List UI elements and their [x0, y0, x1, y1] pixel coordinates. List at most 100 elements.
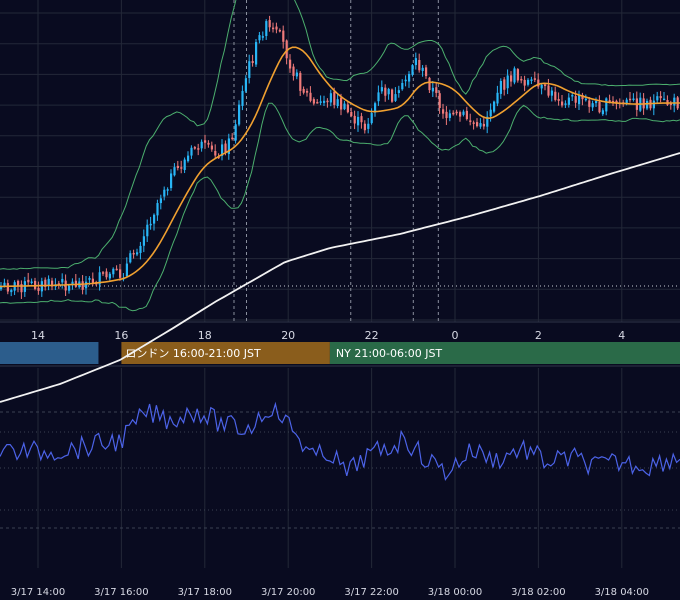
candle-body [540, 84, 543, 89]
bollinger-upper-line [0, 0, 680, 270]
candle [411, 63, 414, 77]
oscillator [0, 401, 680, 482]
candle-body [68, 285, 71, 291]
candle-body [51, 280, 54, 287]
candle-body [465, 110, 468, 120]
candle-body [319, 101, 322, 103]
candle-body [482, 123, 485, 127]
candle-body [591, 103, 594, 108]
candle [255, 39, 258, 68]
candle-body [289, 59, 292, 69]
candle-body [10, 289, 13, 293]
candle-body [30, 281, 33, 284]
candle-body [306, 90, 309, 93]
candle [537, 73, 540, 89]
candle [581, 92, 584, 106]
candle [527, 78, 530, 87]
candle-body [448, 113, 451, 118]
candle [278, 28, 281, 33]
session-band-tokyo [0, 342, 99, 364]
candle-body [326, 100, 329, 103]
candle [530, 76, 533, 84]
candle [428, 76, 431, 94]
candle [425, 64, 428, 79]
candle [394, 87, 397, 102]
candle [193, 145, 196, 150]
candle [350, 107, 353, 118]
candle [34, 277, 37, 291]
candle [30, 278, 33, 285]
candle [265, 19, 268, 40]
candle [37, 281, 40, 295]
candle [156, 199, 159, 221]
candle-body [197, 148, 200, 150]
candle [380, 80, 383, 94]
candle-body [601, 110, 604, 115]
candle-body [268, 20, 271, 28]
bottom-tick-label: 3/17 18:00 [178, 587, 232, 598]
top-tick-label: 0 [452, 329, 459, 342]
top-tick-label: 16 [114, 329, 128, 342]
candle [312, 97, 315, 106]
session-label-london: ロンドン 16:00-21:00 JST [125, 347, 261, 360]
candle [459, 110, 462, 122]
candle-body [153, 214, 156, 224]
candle-body [180, 167, 183, 169]
candle-body [367, 123, 370, 129]
candle [166, 187, 169, 196]
bottom-tick-label: 3/17 14:00 [11, 587, 65, 598]
candle [374, 101, 377, 117]
candle [442, 103, 445, 119]
candle-body [663, 98, 666, 101]
candle [561, 94, 564, 108]
candle-body [659, 96, 662, 99]
candle [652, 94, 655, 116]
candle-body [384, 87, 387, 96]
candle [112, 267, 115, 278]
candle-body [3, 282, 6, 287]
candle [20, 280, 23, 299]
candle-body [479, 123, 482, 127]
candle-body [550, 90, 553, 96]
candle-body [629, 98, 632, 101]
candle [482, 117, 485, 130]
candle-body [431, 87, 434, 92]
candle [268, 15, 271, 32]
candle [533, 71, 536, 83]
candle-body [547, 85, 550, 96]
candle [200, 139, 203, 152]
candle [357, 111, 360, 132]
candle-body [214, 150, 217, 156]
candle [418, 53, 421, 73]
candle-body [173, 167, 176, 176]
candle [149, 216, 152, 230]
candle [275, 22, 278, 34]
candle [414, 52, 417, 70]
candle-body [520, 78, 523, 81]
candle [353, 110, 356, 130]
candle [377, 85, 380, 106]
candle-body [207, 142, 210, 145]
candle-body [71, 281, 74, 285]
moving-average-long-line [0, 152, 680, 403]
candle [146, 219, 149, 242]
candle-body [159, 198, 162, 204]
candle-body [646, 100, 649, 109]
candle [445, 106, 448, 125]
moving-averages [0, 46, 680, 403]
candle-body [516, 69, 519, 81]
candle [578, 90, 581, 110]
candle [51, 277, 54, 291]
candle-body [584, 98, 587, 101]
candle-body [224, 143, 227, 153]
candle-body [170, 173, 173, 189]
candle-body [510, 75, 513, 82]
candle-body [343, 103, 346, 110]
candle-body [561, 101, 564, 106]
candle [629, 91, 632, 103]
candle-body [85, 281, 88, 289]
candle [323, 95, 326, 107]
candle-body [503, 79, 506, 90]
bottom-tick-label: 3/17 22:00 [344, 587, 398, 598]
